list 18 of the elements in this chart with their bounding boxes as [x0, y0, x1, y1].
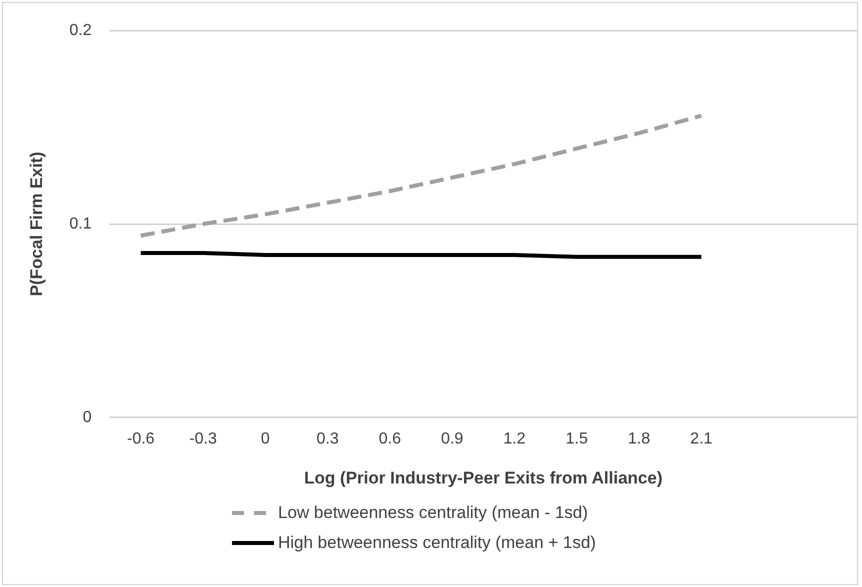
- x-tick-label: 0: [260, 430, 270, 448]
- x-tick-label: 1.8: [628, 430, 650, 448]
- x-tick-label: 0.9: [441, 430, 464, 448]
- legend-label: High betweenness centrality (mean + 1sd): [278, 533, 596, 553]
- x-tick-label: 2.1: [690, 430, 713, 448]
- y-tick-label: 0: [82, 408, 92, 426]
- y-axis-title: P(Focal Firm Exit): [26, 152, 46, 296]
- legend-label: Low betweenness centrality (mean - 1sd): [278, 503, 588, 523]
- x-tick-label: 0.6: [378, 430, 402, 448]
- x-tick-label: -0.3: [189, 430, 217, 448]
- line-series: [138, 114, 704, 238]
- y-tick-label: 0.1: [69, 215, 92, 232]
- x-tick-label: 1.2: [503, 430, 526, 448]
- y-tick-label: 0.2: [69, 22, 92, 40]
- x-tick-label: 1.5: [566, 430, 588, 448]
- x-tick-label: 0.3: [316, 430, 339, 448]
- x-axis-title: Log (Prior Industry-Peer Exits from Alliance): [304, 468, 662, 488]
- x-tick-label: -0.6: [126, 430, 155, 448]
